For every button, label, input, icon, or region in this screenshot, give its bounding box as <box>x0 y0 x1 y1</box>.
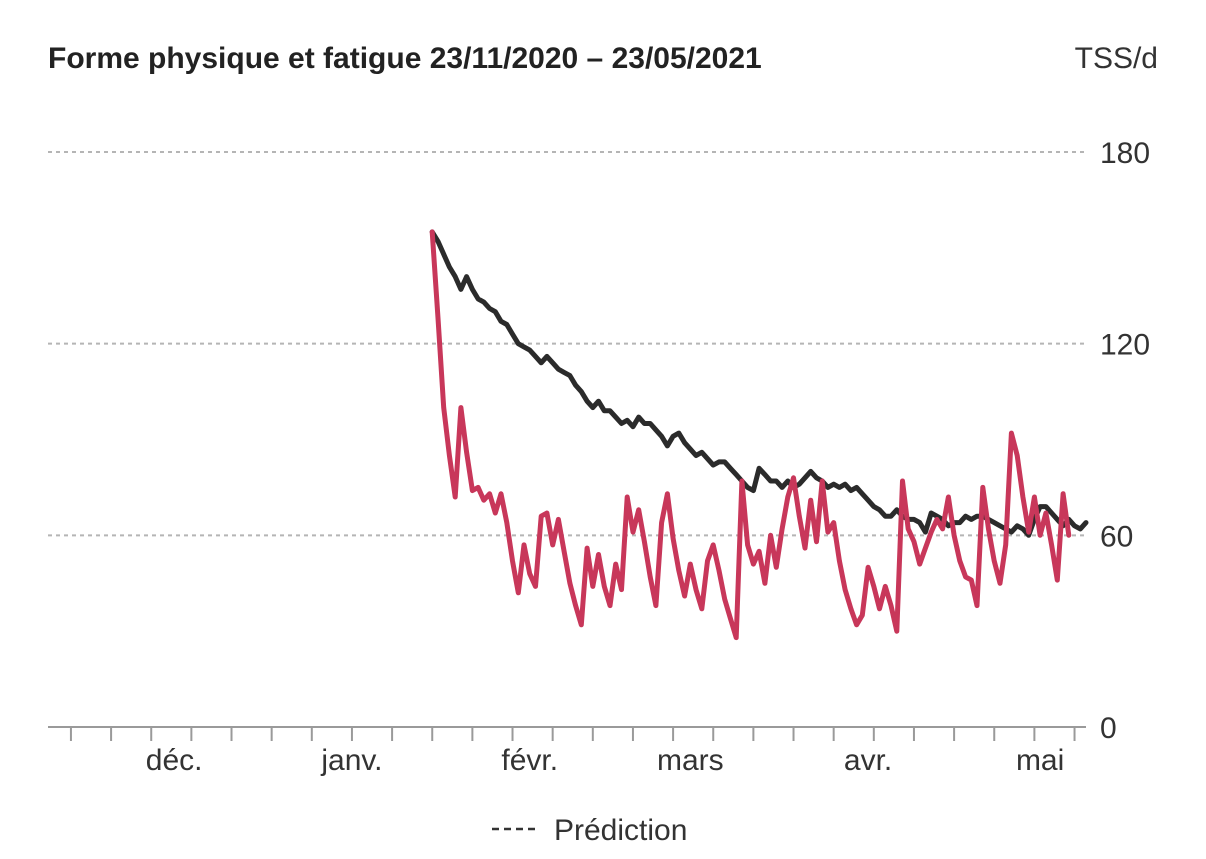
series-line-dark <box>429 229 1089 538</box>
chart-header: Forme physique et fatigue 23/11/2020 – 2… <box>48 36 1158 86</box>
x-tick-label: mai <box>1016 744 1064 777</box>
y-tick-label: 60 <box>1100 520 1133 553</box>
gridlines <box>48 151 1086 537</box>
x-tick-label: mars <box>657 744 724 777</box>
x-tick-label: avr. <box>844 744 892 777</box>
series-lines <box>429 229 1089 641</box>
series-line-red <box>429 229 1072 641</box>
chart-title: Forme physique et fatigue 23/11/2020 – 2… <box>48 42 762 75</box>
y-tick-label: 180 <box>1100 137 1150 170</box>
legend-label: Prédiction <box>554 814 687 847</box>
legend: Prédiction <box>492 814 687 847</box>
y-axis-labels: 0 60 120 180 <box>1100 137 1150 745</box>
x-tick-label: févr. <box>501 744 558 777</box>
x-axis <box>48 726 1086 741</box>
x-axis-labels: déc. janv. févr. mars avr. mai <box>146 744 1064 777</box>
x-tick-label: déc. <box>146 744 203 777</box>
x-tick-label: janv. <box>320 744 382 777</box>
y-tick-label: 120 <box>1100 329 1150 362</box>
y-axis-unit: TSS/d <box>1074 42 1158 75</box>
y-tick-label: 0 <box>1100 712 1117 745</box>
